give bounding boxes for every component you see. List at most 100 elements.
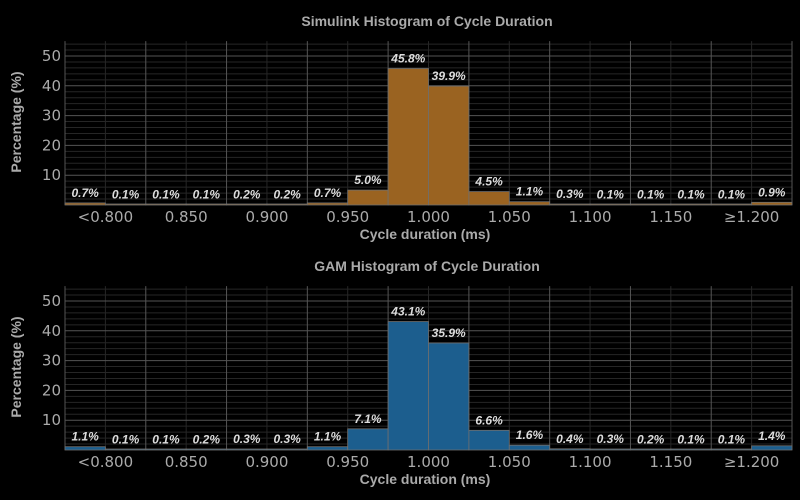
x-tick-label: ≥1.200 — [724, 208, 780, 226]
histogram-bar — [347, 189, 389, 206]
data-label: 0.2% — [273, 187, 301, 201]
histogram-bar — [751, 201, 793, 206]
data-label: 6.6% — [475, 413, 503, 427]
histogram-bar — [508, 201, 551, 206]
histogram-bar — [306, 202, 349, 206]
histogram-bar — [428, 85, 470, 206]
data-label: 5.0% — [354, 173, 382, 187]
data-label: 39.9% — [432, 69, 466, 83]
x-tick-label: 0.950 — [326, 453, 369, 471]
histogram-bar — [589, 203, 631, 206]
histogram-bar — [185, 448, 227, 451]
data-label: 0.2% — [233, 187, 261, 201]
x-tick-label: 0.950 — [326, 208, 369, 226]
x-tick-label: 1.150 — [649, 453, 692, 471]
data-label: 0.2% — [637, 432, 665, 446]
gam-histogram: GAM Histogram of Cycle Duration 1.1% 0.1%… — [8, 258, 793, 487]
data-label: 0.1% — [597, 188, 625, 202]
histogram-bar — [266, 203, 308, 206]
data-label: 0.3% — [597, 432, 625, 446]
x-tick-label: 1.150 — [649, 208, 692, 226]
x-tick-label: 1.100 — [569, 453, 612, 471]
data-label: 0.3% — [273, 432, 301, 446]
x-tick-label: 0.850 — [165, 453, 208, 471]
data-label: 0.7% — [72, 186, 100, 200]
data-label: 0.1% — [112, 433, 140, 447]
histogram-bar — [226, 203, 268, 206]
histogram-bar — [751, 445, 793, 451]
y-tick-labels: 10 20 30 40 50 — [42, 47, 61, 184]
data-label: 0.3% — [233, 432, 261, 446]
data-label: 4.5% — [474, 175, 503, 189]
y-tick-label: 50 — [42, 292, 61, 310]
y-tick-label: 30 — [42, 107, 61, 125]
data-label: 7.1% — [354, 412, 382, 426]
y-tick-label: 10 — [42, 166, 61, 184]
data-label: 1.6% — [516, 428, 544, 442]
bars — [64, 321, 793, 451]
y-tick-label: 10 — [42, 411, 61, 429]
chart-title: Simulink Histogram of Cycle Duration — [301, 13, 552, 29]
data-label: 0.9% — [758, 185, 786, 199]
histogram-bar — [266, 448, 308, 451]
histogram-bar — [630, 448, 672, 451]
x-tick-labels: <0.800 0.850 0.900 0.950 1.000 1.050 1.100 1.15… — [78, 453, 780, 471]
histogram-bar — [387, 321, 429, 451]
histogram-bar — [670, 448, 712, 451]
data-label: 0.7% — [314, 186, 342, 200]
histogram-bar — [64, 202, 106, 206]
histogram-bar — [549, 203, 591, 206]
x-tick-labels: <0.800 0.850 0.900 0.950 1.000 1.050 1.100 1.15… — [78, 208, 780, 226]
data-label: 0.1% — [152, 188, 180, 202]
histogram-bar — [428, 342, 470, 451]
y-axis-label: Percentage (%) — [8, 71, 24, 172]
histogram-bar — [670, 203, 712, 206]
x-tick-label: 1.050 — [488, 208, 531, 226]
bars — [64, 68, 793, 206]
y-tick-label: 40 — [42, 322, 61, 340]
histogram-bar — [630, 203, 672, 206]
x-tick-label: <0.800 — [78, 208, 134, 226]
histogram-bar — [347, 428, 389, 451]
x-tick-label: 1.000 — [407, 453, 450, 471]
y-tick-label: 30 — [42, 352, 61, 370]
y-tick-label: 40 — [42, 77, 61, 95]
histogram-bar — [64, 446, 106, 451]
data-label: 0.4% — [556, 432, 584, 446]
data-label: 0.1% — [718, 188, 746, 202]
histogram-bar — [104, 448, 147, 451]
data-label: 0.2% — [193, 432, 221, 446]
data-label: 1.1% — [516, 185, 544, 199]
x-axis-label: Cycle duration (ms) — [360, 471, 491, 487]
histogram-bar — [710, 203, 753, 206]
histogram-bar — [185, 203, 227, 206]
data-label: 0.1% — [677, 188, 705, 202]
histogram-bar — [387, 68, 429, 206]
simulink-histogram: Simulink Histogram of Cycle Duration 0.7… — [8, 13, 793, 242]
data-label: 45.8% — [390, 52, 425, 66]
histogram-bar — [468, 429, 510, 451]
histogram-bar — [104, 203, 147, 206]
data-labels: 0.7% 0.1% 0.1% 0.1% 0.2% 0.2% 0.7% 5.0% 45.8% 39.… — [72, 52, 786, 202]
y-tick-label: 20 — [42, 136, 61, 154]
data-label: 0.1% — [112, 188, 140, 202]
data-label: 1.1% — [72, 430, 100, 444]
histogram-bar — [145, 448, 187, 451]
y-tick-label: 20 — [42, 381, 61, 399]
data-label: 0.1% — [637, 188, 665, 202]
x-tick-label: 0.900 — [245, 453, 288, 471]
x-tick-label: 0.850 — [165, 208, 208, 226]
x-tick-label: ≥1.200 — [724, 453, 780, 471]
x-tick-label: 1.050 — [488, 453, 531, 471]
histogram-bar — [589, 448, 631, 451]
x-tick-label: <0.800 — [78, 453, 134, 471]
data-label: 0.1% — [193, 188, 221, 202]
histogram-bar — [145, 203, 187, 206]
histogram-bar — [508, 444, 551, 451]
histogram-bar — [710, 448, 753, 451]
y-tick-labels: 10 20 30 40 50 — [42, 292, 61, 429]
data-labels: 1.1% 0.1% 0.1% 0.2% 0.3% 0.3% 1.1% 7.1% 43.1% 35.… — [72, 305, 786, 447]
histogram-bar — [226, 448, 268, 451]
histogram-bar — [468, 191, 510, 206]
